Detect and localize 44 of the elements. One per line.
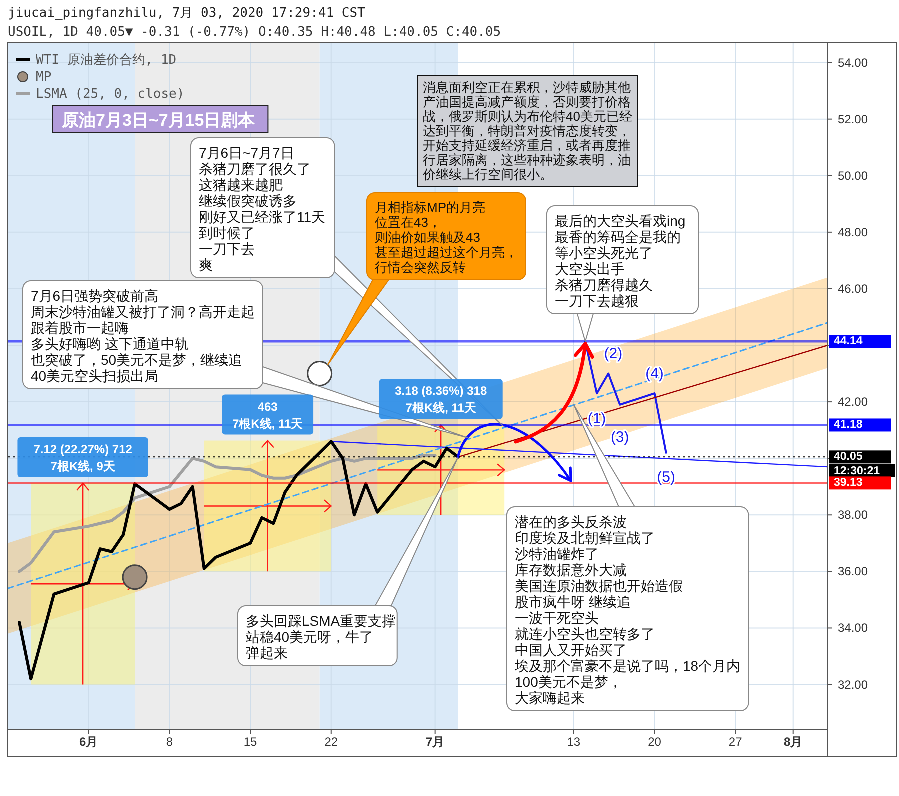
annotation: (5)	[657, 468, 676, 486]
data-label: 3.18 (8.36%) 318 7根K线, 11天	[395, 384, 488, 416]
legend-label: WTI 原油差价合约, 1D	[36, 53, 177, 68]
x-tick-label: 22	[324, 735, 338, 749]
x-tick-label: 8月	[784, 735, 803, 749]
annotation: 最后的大空头看戏ing最香的筹码全是我的等小空头死光了大空头出手杀猪刀磨得越久一刀下去越狠	[555, 213, 686, 309]
y-tick-label: 48.00	[838, 225, 868, 240]
annotation: 7月6日强势突破前高周末沙特油罐又被打了洞？高开走起跟着股市一起嗨多头好嗨哟 这下通道中轨也突破了，50美元不是梦，继续追40美元空头扫损出局	[31, 288, 255, 384]
text: 原油7月3日~7月15日剧本	[61, 111, 256, 130]
y-tick-label: 42.00	[838, 395, 868, 410]
y-tick-label: 38.00	[838, 508, 868, 522]
annotation: (3)	[610, 428, 630, 446]
text: USOIL, 1D 40.05▼ -0.31 (-0.77%) O:40.35 H:40.48 L:40.05 C:40.05	[8, 25, 502, 40]
annotation: (4)	[646, 365, 664, 382]
x-tick-label: 7月	[426, 735, 445, 749]
x-tick-label: 20	[648, 735, 662, 749]
annotation: (1)	[588, 410, 606, 428]
x-tick-label: 6月	[80, 735, 98, 749]
legend-label: MP	[36, 70, 52, 85]
annotation: (2)	[604, 345, 623, 362]
y-tick-label: 52.00	[838, 112, 868, 126]
annotation: 月相指标MP的月亮位置在43，则油价如果触及43甚至超过超过这个月亮，行情会突然反转	[375, 200, 518, 275]
y-tick-label: 50.00	[838, 168, 868, 183]
y-tick-label: 36.00	[838, 564, 868, 579]
x-tick-label: 27	[728, 735, 743, 749]
y-tick-label: 54.00	[838, 56, 868, 70]
legend-label: LSMA (25, 0, close)	[36, 87, 185, 102]
x-tick-label: 13	[567, 735, 581, 749]
x-tick-label: 15	[244, 735, 258, 749]
chart-subtitle: jiucai_pingfanzhilu, 7月 03, 2020 17:29:41 CST	[8, 6, 366, 21]
ref-line-label: 40.05	[834, 451, 864, 464]
annotation: 7月6日~7月7日杀猪刀磨了很久了这猪越来越肥继续假突破诱多刚好又已经涨了11天到时候了一刀下去爽	[199, 145, 326, 273]
data-label: 7.12 (22.27%) 712 7根K线, 9天	[34, 442, 133, 474]
text: 潜在的多头反杀波印度埃及北朝鲜宣战了沙特油罐炸了库存数据意外大减美国连原油数据也开始造假股市疯牛呀 继续追一波干死空头就连小空头也空转多了中国人又开始买了埃及那个富豪不是说了吗，18个月内100美元不是梦，大家嗨起来	[515, 514, 741, 706]
annotation: 463 7根K线, 11天	[232, 400, 304, 431]
ref-line-label: 39.13	[834, 477, 863, 490]
ref-line-label: 41.18	[834, 419, 864, 432]
annotation: 多头回踩LSMA重要支撑站稳40美元呀，牛了弹起来	[246, 613, 396, 661]
text: 12:30:21	[834, 466, 881, 478]
x-tick-label: 8	[166, 735, 174, 749]
y-tick-label: 32.00	[838, 678, 868, 692]
y-tick-label: 34.00	[838, 621, 868, 636]
ref-line-label: 44.14	[834, 336, 864, 348]
y-tick-label: 46.00	[838, 282, 868, 296]
